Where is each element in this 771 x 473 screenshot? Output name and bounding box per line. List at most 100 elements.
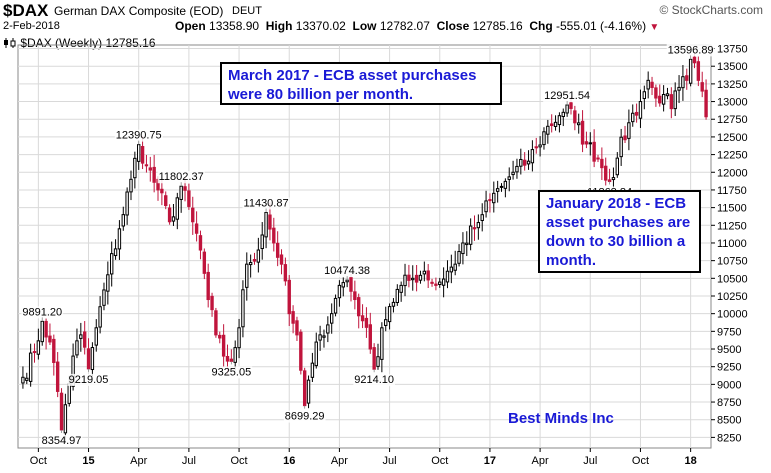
candle-body (507, 176, 511, 180)
candle-body (380, 327, 384, 360)
candle-body (279, 254, 284, 265)
plot-frame (17, 44, 712, 449)
quote-date: 2-Feb-2018 (3, 20, 60, 32)
candle-body (434, 283, 438, 286)
grid-lines (18, 45, 711, 448)
candle-body (553, 121, 558, 127)
high-value: 13370.02 (295, 19, 346, 33)
candle-body (391, 301, 396, 307)
candle-body (102, 289, 106, 306)
data-label-bg (283, 410, 326, 423)
candle-body (588, 142, 592, 145)
candle-body (480, 214, 484, 221)
security-name: German DAX Composite (EOD) (54, 4, 224, 18)
candle-body (700, 82, 704, 92)
candle-body (414, 274, 419, 283)
candle-body (611, 177, 616, 181)
candle-body (495, 188, 500, 192)
candle-body (453, 263, 457, 271)
data-label-bg (40, 434, 83, 447)
candle-body (90, 347, 95, 371)
candle-body (191, 207, 195, 223)
candle-body (430, 281, 434, 284)
candle-body (681, 76, 685, 89)
candle-body (94, 327, 98, 346)
candle-body (368, 324, 372, 350)
candle-body (661, 93, 666, 105)
y-tick-label: 10250 (717, 291, 748, 303)
candle-body (395, 288, 400, 304)
candle-body (237, 327, 241, 349)
candle-body (106, 274, 110, 292)
brand-label[interactable]: © StockCharts.com (659, 3, 763, 17)
candle-body (596, 157, 600, 160)
candle-body (638, 101, 643, 119)
candle-body (137, 144, 141, 162)
candle-body (604, 165, 608, 181)
candle-body (322, 335, 326, 338)
annotation-line: asset purchases are (546, 214, 691, 231)
candle-body (183, 186, 187, 191)
data-label: 10474.38 (324, 265, 370, 277)
data-label: 9891.20 (22, 306, 62, 318)
candle-body (245, 263, 249, 288)
candle-body (121, 214, 125, 227)
candle-body (210, 295, 214, 311)
y-tick-label: 10500 (717, 273, 748, 285)
data-label-bg (21, 306, 64, 319)
candle-body (534, 146, 538, 149)
candle-body (167, 207, 172, 223)
candle-body (241, 289, 245, 328)
low-label: Low (352, 19, 377, 33)
annotation-march-2017: March 2017 - ECB asset purchases were 80… (220, 62, 502, 105)
candle-body (411, 277, 415, 281)
candle-body (546, 125, 550, 135)
x-tick-label: Oct (632, 455, 649, 467)
data-label-bg (543, 89, 592, 102)
candle-body (476, 222, 481, 229)
candle-body (233, 347, 237, 363)
y-tick-label: 9250 (717, 362, 741, 374)
candle-body (341, 282, 345, 288)
data-label: 8354.97 (42, 435, 82, 447)
candle-body (306, 379, 311, 404)
candle-body (140, 146, 145, 164)
candle-body (52, 338, 56, 363)
candle-body (522, 159, 527, 166)
candle-body (63, 404, 68, 434)
candle-body (592, 141, 596, 162)
x-tick-label: Apr (130, 455, 147, 467)
candle-body (48, 335, 52, 343)
candle-body (569, 102, 573, 109)
data-label: 9325.05 (211, 366, 251, 378)
candle-body (79, 334, 83, 339)
annotation-line: month. (546, 252, 596, 269)
candle-body (318, 334, 322, 341)
candlestick-legend-icon (4, 38, 16, 48)
candle-body (573, 110, 577, 124)
candle-body (542, 131, 546, 146)
candle-body (287, 279, 291, 315)
data-label-bg (323, 265, 372, 278)
y-tick-label: 10000 (717, 309, 748, 321)
y-tick-label: 13750 (717, 44, 748, 56)
data-label-bg (353, 374, 396, 387)
candle-body (40, 320, 44, 343)
candle-body (561, 111, 565, 117)
candle-body (179, 185, 183, 200)
candle-body (55, 361, 60, 392)
x-tick-label: Jul (583, 455, 597, 467)
candle-body (623, 135, 627, 141)
candle-body (677, 86, 681, 91)
candle-body (627, 122, 631, 139)
exchange-label: DEUT (232, 5, 262, 17)
y-tick-label: 13000 (717, 97, 748, 109)
ohlc-readout: Open 13358.90 High 13370.02 Low 12782.07… (175, 19, 659, 33)
candle-body (646, 79, 650, 90)
candle-body (399, 284, 403, 293)
candle-body (113, 248, 118, 257)
candle-body (75, 340, 79, 356)
down-arrow-icon: ▼ (649, 22, 660, 33)
candle-body (260, 234, 264, 250)
